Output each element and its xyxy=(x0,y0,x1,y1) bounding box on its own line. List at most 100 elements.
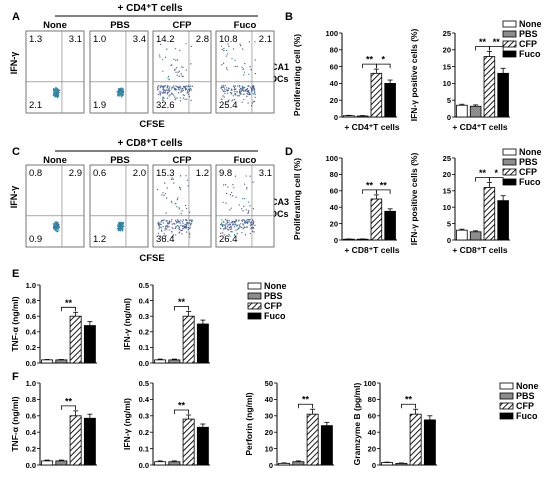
flow-a-plot-2-event xyxy=(182,75,184,78)
flow-a-plot-2-event xyxy=(159,90,161,92)
chart-d1-bar xyxy=(370,198,383,241)
flow-c-plot-0-event xyxy=(56,230,59,232)
flow-a-plot-1-event xyxy=(118,91,120,93)
flow-c-plot-1-event xyxy=(120,226,122,228)
flow-a-plot-3-event xyxy=(221,98,223,101)
flow-c-plot-2-event xyxy=(178,226,180,228)
legend-e-swatch-pbs xyxy=(247,292,262,300)
chart-b2: 0 5 10 15 20 25 IFN-γ positive cells (%) + CD4⁺… xyxy=(409,29,510,132)
flow-a-plot-2-event xyxy=(171,92,173,94)
flow-c-col-1: PBS xyxy=(110,155,130,166)
flow-c-plot-2: 15.3 1.2 36.4 xyxy=(152,164,212,248)
chart-d2-ytick-label: 10 xyxy=(443,203,451,212)
flow-a-plot-2-event xyxy=(157,89,159,91)
flow-c-plot-3-event xyxy=(227,222,229,224)
flow-c-plot-3-event xyxy=(246,221,248,223)
chart-f3-ytick-label: 30 xyxy=(265,412,273,421)
flow-c-plot-3-event xyxy=(252,220,254,222)
flow-c-plot-1-event xyxy=(121,228,123,230)
flow-c-plot-2-event xyxy=(171,226,173,229)
flow-c-plot-3-event xyxy=(250,224,252,226)
chart-f4-ytick-label: 100 xyxy=(363,379,376,388)
flow-c-plot-3-event xyxy=(232,223,234,225)
flow-c-plot-3-event xyxy=(233,187,235,189)
flow-c-plot-1-event xyxy=(119,229,121,231)
flow-a-plot-3-quad-ul: 10.8 xyxy=(219,34,238,45)
flow-c-plot-3-event xyxy=(232,184,234,186)
flow-c-plot-2-event xyxy=(180,219,182,221)
flow-c-plot-2-event xyxy=(165,225,167,227)
chart-f1-bar xyxy=(41,460,54,466)
flow-c-plot-0-event xyxy=(55,221,57,223)
flow-a-plot-2-event xyxy=(179,49,181,51)
flow-c-plot-2-event xyxy=(177,220,179,222)
flow-a-plot-2-event xyxy=(162,97,164,99)
flow-c-plot-2-event xyxy=(185,227,187,229)
chart-b1-ytick-label: 20 xyxy=(330,96,338,105)
flow-a-plot-0-event xyxy=(54,96,57,98)
chart-f2-sig-bracket xyxy=(173,409,190,414)
flow-c-plot-3-event xyxy=(237,228,239,230)
legend-f-swatch-none xyxy=(499,382,514,390)
flow-a-plot-0-event xyxy=(57,95,59,97)
flow-c-plot-3-event xyxy=(231,231,233,233)
flow-a-plot-3-event xyxy=(254,96,256,98)
flow-c-plot-3-event xyxy=(240,223,242,225)
flow-a-plot-2-event xyxy=(164,90,166,92)
flow-c-plot-3-event xyxy=(220,224,222,226)
flow-c-plot-2-event xyxy=(159,223,161,225)
flow-c-plot-2-event xyxy=(173,182,175,184)
flow-c-plot-3-event xyxy=(251,219,254,221)
flow-c-plot-2-event xyxy=(185,204,187,207)
flow-c-plot-3-event xyxy=(228,227,230,229)
flow-c-plot-2-event xyxy=(179,221,181,223)
flow-a-plot-0-event xyxy=(53,93,55,95)
legend-e-label-pbs: PBS xyxy=(264,291,283,301)
flow-c-plot-2-event xyxy=(177,197,179,199)
flow-c-plot-1-event xyxy=(118,228,120,230)
flow-c-plot-3-event xyxy=(247,222,249,224)
flow-c-plot-2-event xyxy=(181,210,183,212)
flow-a-plot-3-event xyxy=(227,100,229,102)
flow-a-plot-2-event xyxy=(190,63,192,65)
flow-c-plot-2-event xyxy=(161,229,163,231)
flow-a-plot-3-event xyxy=(254,59,256,61)
flow-c-plot-3-event xyxy=(223,234,225,236)
chart-f4-bar xyxy=(423,419,436,466)
flow-a-plot-2-event xyxy=(178,88,180,90)
flow-c-plot-3-event xyxy=(236,225,238,227)
chart-e2-ytick-label: 0.0 xyxy=(139,359,149,368)
flow-c-plot-0: 0.8 2.9 0.9 xyxy=(25,164,85,248)
flow-c-plot-1-event xyxy=(121,226,123,228)
legend-b-label-cfp: CFP xyxy=(519,39,537,49)
flow-c-plot-1-event xyxy=(117,223,119,226)
flow-c-plot-1-event xyxy=(121,223,123,225)
flow-a-plot-3-event xyxy=(226,90,229,92)
flow-a-plot-3-event xyxy=(231,100,233,102)
flow-c-plot-2-event xyxy=(181,221,183,223)
flow-c-plot-3-event xyxy=(249,175,251,177)
flow-a-plot-2-event xyxy=(181,90,183,92)
flow-a-plot-3-event xyxy=(227,87,230,89)
flow-a-plot-3-event xyxy=(247,85,249,87)
flow-c-plot-2-event xyxy=(171,223,173,225)
flow-c-plot-3-event xyxy=(229,228,231,230)
chart-b1-ytick-label: 80 xyxy=(330,46,338,55)
flow-a-plot-2-event xyxy=(182,86,185,88)
legend-e-swatch-cfp xyxy=(247,302,262,310)
flow-c-plot-1-quad-ll: 1.2 xyxy=(93,234,106,245)
flow-a-plot-1-event xyxy=(120,92,122,94)
chart-d2-bar xyxy=(469,231,482,241)
flow-c-plot-3-event xyxy=(222,224,224,226)
flow-a-plot-2-quad-ur: 2.8 xyxy=(196,34,209,45)
flow-a-plot-2-event xyxy=(179,97,181,99)
flow-c-plot-3-event xyxy=(235,219,237,221)
flow-c-plot-3-event xyxy=(245,175,247,177)
flow-c-plot-3-event xyxy=(227,228,229,230)
flow-a-plot-1: 1.0 3.4 1.9 xyxy=(89,30,149,114)
flow-a-plot-3-event xyxy=(241,88,243,90)
chart-f4-ytick-label: 60 xyxy=(368,412,376,421)
flow-c-plot-0-events xyxy=(52,221,60,233)
flow-c-plot-3-events xyxy=(220,175,256,237)
flow-a-plot-2-event xyxy=(167,91,169,94)
